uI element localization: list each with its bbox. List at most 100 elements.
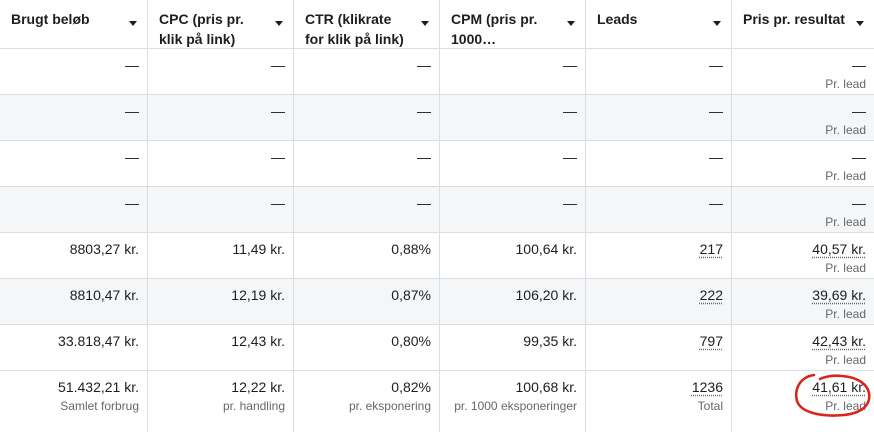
cost-per-result-link[interactable]: 40,57 kr.	[812, 241, 866, 257]
table-row[interactable]: 8810,47 kr. 12,19 kr. 0,87% 106,20 kr. 2…	[0, 279, 874, 325]
table-header: Brugt beløb CPC (pris pr. klik på link) …	[0, 0, 874, 49]
cell-cpc: 12,43 kr.	[148, 325, 294, 370]
table-row[interactable]: 8803,27 kr. 11,49 kr. 0,88% 100,64 kr. 2…	[0, 233, 874, 279]
cell-subtext: Pr. lead	[825, 399, 866, 413]
cell-value: 106,20 kr.	[515, 287, 578, 303]
cell-leads: —	[586, 95, 732, 140]
column-header-spend[interactable]: Brugt beløb	[0, 0, 148, 49]
cell-value: —	[563, 149, 577, 165]
cell-cpm: 100,64 kr.	[440, 233, 586, 278]
cell-value: —	[417, 195, 431, 211]
column-header-leads[interactable]: Leads	[586, 0, 732, 49]
cell-value: —	[417, 103, 431, 119]
sort-caret-icon[interactable]	[567, 21, 575, 26]
table-row[interactable]: — — — — — — Pr. lead	[0, 49, 874, 95]
cell-value: —	[417, 57, 431, 73]
column-header-label: Brugt beløb	[11, 11, 90, 27]
table-row[interactable]: — — — — — — Pr. lead	[0, 95, 874, 141]
cost-per-result-link[interactable]: 41,61 kr.	[812, 379, 866, 395]
cell-cost-per-result: — Pr. lead	[732, 187, 874, 232]
total-cost-per-result: 41,61 kr. Pr. lead	[732, 371, 874, 432]
cell-value: 100,68 kr.	[515, 379, 578, 395]
cell-value: —	[709, 57, 723, 73]
column-header-cost-per-result[interactable]: Pris pr. resultat	[732, 0, 874, 49]
cell-value: 11,49 kr.	[232, 241, 285, 257]
cell-value: —	[852, 195, 866, 211]
table-row[interactable]: — — — — — — Pr. lead	[0, 141, 874, 187]
total-cpc: 12,22 kr. pr. handling	[148, 371, 294, 432]
column-header-label: CTR (klikrate for klik på link)	[305, 11, 404, 47]
totals-row: 51.432,21 kr. Samlet forbrug 12,22 kr. pr.…	[0, 371, 874, 432]
cell-value: —	[271, 195, 285, 211]
cell-subtext: Pr. lead	[825, 123, 866, 137]
cell-cost-per-result: 39,69 kr. Pr. lead	[732, 279, 874, 324]
sort-caret-icon[interactable]	[713, 21, 721, 26]
cell-value: —	[563, 57, 577, 73]
cell-cpm: —	[440, 95, 586, 140]
cell-leads: 222	[586, 279, 732, 324]
cell-spend: —	[0, 95, 148, 140]
leads-link[interactable]: 1236	[691, 379, 723, 395]
cell-cpc: —	[148, 49, 294, 94]
column-header-cpm[interactable]: CPM (pris pr. 1000…	[440, 0, 586, 49]
total-ctr: 0,82% pr. eksponering	[294, 371, 440, 432]
cell-ctr: 0,87%	[294, 279, 440, 324]
cell-cpm: 99,35 kr.	[440, 325, 586, 370]
cell-ctr: —	[294, 49, 440, 94]
cell-value: —	[563, 103, 577, 119]
cell-value: 0,80%	[391, 333, 431, 349]
cell-value: 0,87%	[391, 287, 431, 303]
cell-value: 8810,47 kr.	[69, 287, 139, 303]
cell-value: 8803,27 kr.	[69, 241, 139, 257]
cell-subtext: Samlet forbrug	[60, 399, 139, 413]
cell-leads: 797	[586, 325, 732, 370]
cell-value: —	[125, 103, 139, 119]
column-header-cpc[interactable]: CPC (pris pr. klik på link)	[148, 0, 294, 49]
cell-subtext: Pr. lead	[825, 261, 866, 275]
cell-ctr: —	[294, 95, 440, 140]
column-header-label: Leads	[597, 11, 638, 27]
cell-cost-per-result: — Pr. lead	[732, 141, 874, 186]
column-header-label: CPC (pris pr. klik på link)	[159, 11, 244, 47]
sort-caret-icon[interactable]	[275, 21, 283, 26]
cell-leads: —	[586, 49, 732, 94]
cell-value: 51.432,21 kr.	[58, 379, 139, 395]
cost-per-result-link[interactable]: 39,69 kr.	[812, 287, 866, 303]
cell-value: 12,43 kr.	[231, 333, 285, 349]
cell-cpc: —	[148, 141, 294, 186]
cell-ctr: —	[294, 141, 440, 186]
cell-value: —	[125, 149, 139, 165]
leads-link[interactable]: 217	[699, 241, 723, 257]
column-header-label: CPM (pris pr. 1000…	[451, 11, 538, 47]
cell-value: —	[125, 195, 139, 211]
cell-value: —	[271, 57, 285, 73]
cell-spend: —	[0, 49, 148, 94]
sort-caret-icon[interactable]	[856, 21, 864, 26]
cell-spend: —	[0, 187, 148, 232]
cell-spend: —	[0, 141, 148, 186]
cell-subtext: Pr. lead	[825, 307, 866, 321]
cell-value: 12,19 kr.	[231, 287, 285, 303]
cell-value: 0,88%	[391, 241, 431, 257]
cell-leads: 217	[586, 233, 732, 278]
cell-ctr: 0,88%	[294, 233, 440, 278]
cell-cpc: —	[148, 95, 294, 140]
leads-link[interactable]: 797	[699, 333, 723, 349]
total-leads: 1236 Total	[586, 371, 732, 432]
sort-caret-icon[interactable]	[421, 21, 429, 26]
cell-value: —	[852, 149, 866, 165]
cost-per-result-link[interactable]: 42,43 kr.	[812, 333, 866, 349]
cell-value: —	[563, 195, 577, 211]
cell-cpc: 12,19 kr.	[148, 279, 294, 324]
table-row[interactable]: — — — — — — Pr. lead	[0, 187, 874, 233]
cell-spend: 33.818,47 kr.	[0, 325, 148, 370]
cell-subtext: pr. 1000 eksponeringer	[454, 399, 577, 413]
leads-link[interactable]: 222	[699, 287, 723, 303]
cell-cost-per-result: — Pr. lead	[732, 95, 874, 140]
table-row[interactable]: 33.818,47 kr. 12,43 kr. 0,80% 99,35 kr. …	[0, 325, 874, 371]
column-header-ctr[interactable]: CTR (klikrate for klik på link)	[294, 0, 440, 49]
sort-caret-icon[interactable]	[129, 21, 137, 26]
cell-value: —	[709, 195, 723, 211]
cell-value: 33.818,47 kr.	[58, 333, 139, 349]
